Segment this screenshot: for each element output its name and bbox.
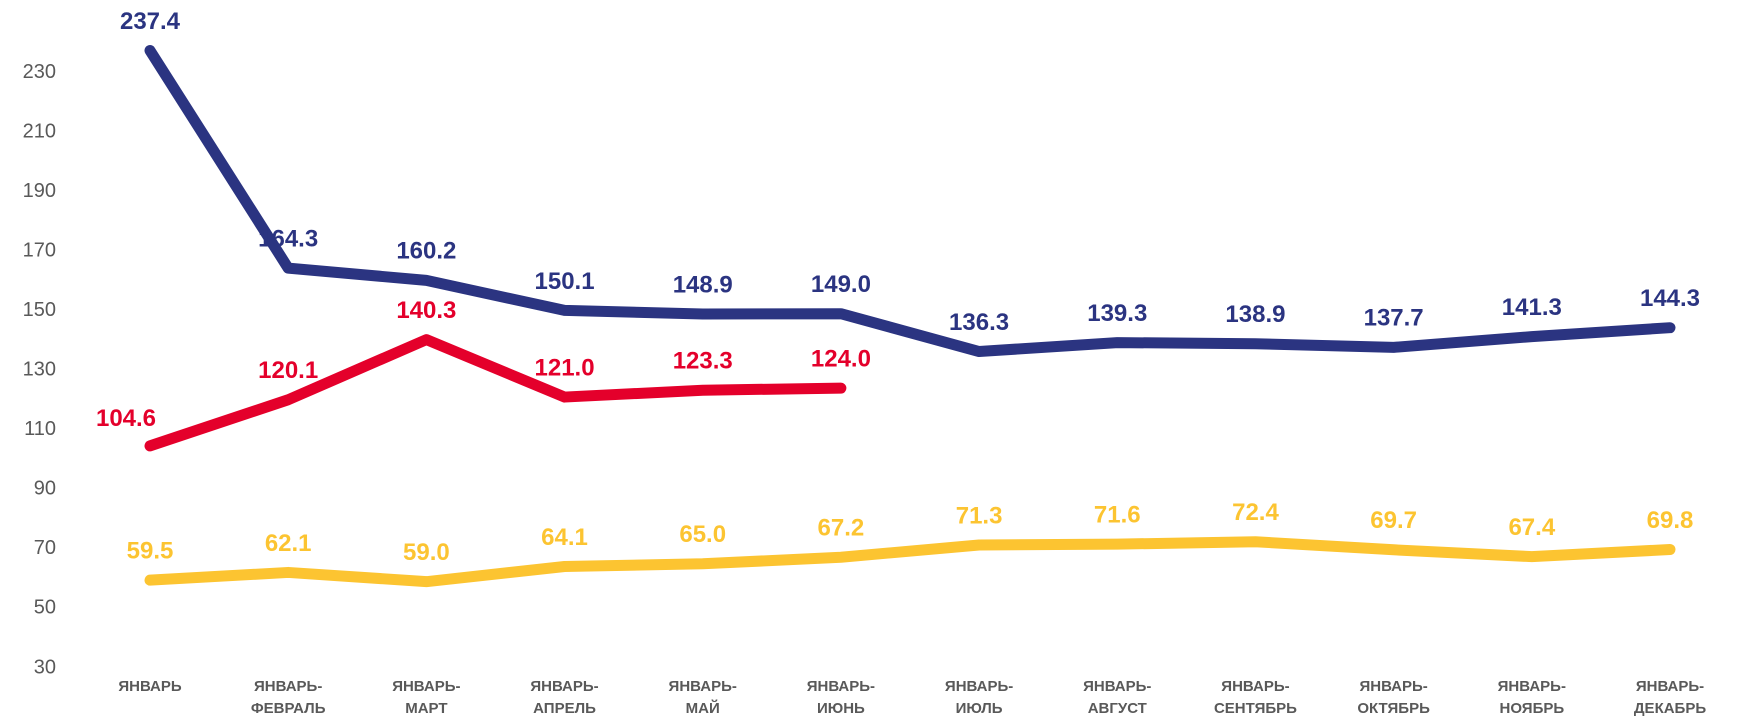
y-tick-label: 50	[34, 597, 56, 619]
data-label: 67.2	[818, 515, 865, 542]
data-label: 138.9	[1225, 301, 1285, 328]
data-label: 62.1	[265, 530, 312, 557]
x-tick-label: ЯНВАРЬ-СЕНТЯБРЬ	[1213, 678, 1297, 717]
data-label: 59.0	[403, 539, 450, 566]
data-label: 149.0	[811, 271, 871, 298]
y-tick-label: 210	[23, 120, 56, 142]
data-label: 144.3	[1640, 285, 1700, 312]
data-label: 104.6	[96, 405, 156, 432]
data-label: 150.1	[535, 268, 595, 295]
data-label: 64.1	[541, 524, 588, 551]
x-tick-label: ЯНВАРЬ-АВГУСТ	[1083, 678, 1152, 717]
data-label: 59.5	[127, 538, 174, 565]
x-tick-label: ЯНВАРЬ	[118, 678, 182, 695]
y-tick-label: 110	[24, 418, 56, 440]
data-label: 140.3	[396, 297, 456, 324]
data-label: 124.0	[811, 345, 871, 372]
data-label: 71.6	[1094, 501, 1141, 528]
data-label: 67.4	[1508, 514, 1555, 541]
series-line	[144, 334, 847, 452]
x-tick-label: ЯНВАРЬ-ДЕКАБРЬ	[1633, 678, 1707, 717]
x-tick-label: ЯНВАРЬ-ИЮНЬ	[806, 678, 876, 717]
series-line	[144, 536, 1676, 588]
data-label: 160.2	[396, 238, 456, 265]
data-label: 65.0	[679, 521, 726, 548]
data-label: 69.8	[1647, 507, 1694, 534]
x-tick-label: ЯНВАРЬ-НОЯБРЬ	[1497, 678, 1566, 717]
data-label: 148.9	[673, 271, 733, 298]
data-label: 121.0	[535, 354, 595, 381]
data-label: 71.3	[956, 502, 1003, 529]
data-label: 164.3	[258, 225, 318, 252]
x-tick-label: ЯНВАРЬ-МАРТ	[392, 678, 461, 717]
y-tick-label: 90	[34, 478, 56, 500]
y-tick-label: 70	[34, 537, 56, 559]
x-tick-label: ЯНВАРЬ-АПРЕЛЬ	[530, 678, 599, 717]
data-label: 136.3	[949, 309, 1009, 336]
y-tick-label: 130	[23, 359, 56, 381]
data-label: 72.4	[1232, 499, 1279, 526]
data-label: 120.1	[258, 357, 318, 384]
data-label: 237.4	[120, 8, 181, 35]
data-label: 141.3	[1502, 294, 1562, 321]
y-tick-label: 230	[23, 61, 56, 83]
y-tick-label: 170	[23, 239, 56, 261]
y-tick-label: 190	[23, 180, 56, 202]
data-label: 139.3	[1087, 300, 1147, 327]
x-tick-label: ЯНВАРЬ-ФЕВРАЛЬ	[250, 678, 326, 717]
data-label: 123.3	[673, 348, 733, 375]
series-line	[144, 45, 1676, 358]
x-tick-label: ЯНВАРЬ-ИЮЛЬ	[944, 678, 1014, 717]
y-tick-label: 150	[23, 299, 56, 321]
data-label: 137.7	[1364, 305, 1424, 332]
x-tick-label: ЯНВАРЬ-ОКТЯБРЬ	[1357, 678, 1430, 717]
y-tick-label: 30	[34, 656, 56, 678]
data-label: 69.7	[1370, 507, 1417, 534]
x-tick-label: ЯНВАРЬ-МАЙ	[668, 678, 737, 717]
